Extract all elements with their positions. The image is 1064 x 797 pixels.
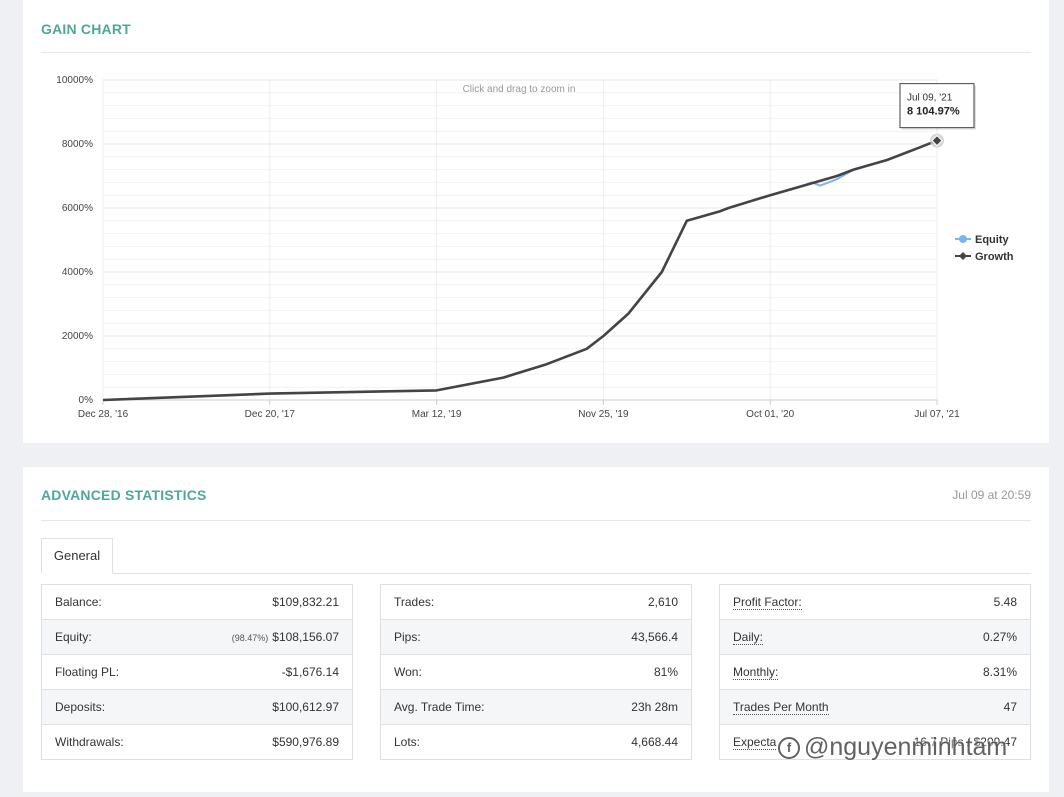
stat-label[interactable]: Monthly: — [733, 664, 779, 680]
stats-table-performance: Profit Factor: 5.48 Daily: 0.27% Monthly: 8.3… — [719, 584, 1031, 760]
growth-point-marker[interactable] — [931, 134, 943, 147]
stat-note: (98.47%) — [231, 633, 269, 643]
stat-value: 5.48 — [993, 595, 1017, 609]
stat-value-wrap: 16.7 Pips / $209.47 — [914, 735, 1017, 749]
stat-value-wrap: 43,566.4 — [631, 630, 678, 644]
legend-item-equity[interactable]: Equity — [955, 234, 1009, 246]
stat-row: Avg. Trade Time: 23h 28m — [381, 690, 691, 725]
stat-value: 16.7 Pips / $209.47 — [913, 735, 1017, 749]
advanced-statistics-panel: ADVANCED STATISTICS Jul 09 at 20:59 Gene… — [23, 467, 1049, 792]
stat-value-wrap: 0.27% — [983, 630, 1017, 644]
stat-value: 2,610 — [647, 595, 678, 609]
stat-row: Lots: 4,668.44 — [381, 725, 691, 759]
tooltip-box — [899, 83, 975, 129]
tab-general[interactable]: General — [41, 538, 113, 574]
stat-label: Lots: — [394, 735, 421, 749]
stat-label: Trades: — [394, 595, 435, 609]
stat-value: 0.27% — [982, 630, 1017, 644]
stat-label[interactable]: Expecta — [733, 734, 777, 750]
stats-date: Jul 09 at 20:59 — [952, 488, 1031, 502]
legend-item-growth[interactable]: Growth — [955, 251, 1014, 263]
stat-row: Expecta 16.7 Pips / $209.47 — [720, 725, 1030, 759]
stat-value-wrap: -$1,676.14 — [282, 665, 339, 679]
legend-label: Equity — [975, 234, 1009, 246]
stat-row: Deposits: $100,612.97 — [42, 690, 352, 725]
stat-value-wrap: $590,976.89 — [272, 735, 339, 749]
stat-value: 23h 28m — [631, 700, 678, 714]
stat-value: 81% — [653, 665, 678, 679]
stat-value-wrap: (98.47%) $108,156.07 — [232, 630, 339, 644]
stat-row: Pips: 43,566.4 — [381, 620, 691, 655]
stat-value-wrap: 81% — [654, 665, 678, 679]
stat-label[interactable]: Profit Factor: — [733, 594, 802, 610]
y-tick-label: 8000% — [62, 139, 93, 150]
stat-value: -$1,676.14 — [281, 665, 339, 679]
stat-value-wrap: $109,832.21 — [272, 595, 339, 609]
stat-label: Floating PL: — [55, 665, 120, 679]
divider — [41, 52, 1031, 53]
stat-row: Monthly: 8.31% — [720, 655, 1030, 690]
tooltip-date: Jul 09, '21 — [907, 93, 953, 104]
zoom-hint: Click and drag to zoom in — [463, 84, 576, 95]
stat-value: 43,566.4 — [631, 630, 678, 644]
divider — [41, 520, 1031, 521]
stat-label: Pips: — [394, 630, 421, 644]
x-tick-label: Oct 01, '20 — [746, 409, 794, 420]
x-tick-label: Jul 07, '21 — [914, 409, 960, 420]
stat-value: $108,156.07 — [272, 630, 339, 644]
stat-label[interactable]: Trades Per Month — [733, 699, 829, 715]
stat-value: 8.31% — [982, 665, 1017, 679]
y-tick-label: 4000% — [62, 267, 93, 278]
gain-chart-panel: GAIN CHART 0% 2000% 4000% 6000% 8000% 10000% D… — [23, 0, 1049, 443]
stat-value: $109,832.21 — [272, 595, 339, 609]
series-line-growth[interactable] — [102, 139, 938, 402]
stat-value-wrap: 2,610 — [648, 595, 678, 609]
x-tick-label: Dec 20, '17 — [245, 409, 296, 420]
stat-value-wrap: 8.31% — [983, 665, 1017, 679]
legend-label: Growth — [975, 251, 1014, 263]
stats-table-account: Balance: $109,832.21 Equity: (98.47%) $108,1… — [41, 584, 353, 760]
stat-value-wrap: 5.48 — [994, 595, 1017, 609]
stats-table-trades: Trades: 2,610 Pips: 43,566.4 Won: 81% Avg. Tra… — [380, 584, 692, 760]
x-tick-label: Mar 12, '19 — [412, 409, 462, 420]
stat-value: 47 — [1003, 700, 1017, 714]
stat-label: Equity: — [55, 630, 92, 644]
gain-chart[interactable]: 0% 2000% 4000% 6000% 8000% 10000% Dec 28, '16 D… — [23, 0, 1049, 443]
stat-row: Floating PL: -$1,676.14 — [42, 655, 352, 690]
legend-diamond-marker — [959, 252, 967, 260]
stat-value: 4,668.44 — [631, 735, 678, 749]
stat-value: $590,976.89 — [272, 735, 339, 749]
stat-label[interactable]: Daily: — [733, 629, 764, 645]
stat-label: Balance: — [55, 595, 102, 609]
y-tick-label: 0% — [79, 395, 94, 406]
tab-bar-line — [41, 573, 1031, 574]
stat-label: Withdrawals: — [55, 735, 124, 749]
y-tick-label: 6000% — [62, 203, 93, 214]
x-tick-label: Nov 25, '19 — [578, 409, 629, 420]
y-tick-label: 10000% — [56, 75, 93, 86]
stat-row: Equity: (98.47%) $108,156.07 — [42, 620, 352, 655]
stat-row: Profit Factor: 5.48 — [720, 585, 1030, 620]
stat-value-wrap: 47 — [1004, 700, 1017, 714]
advanced-statistics-title: ADVANCED STATISTICS — [41, 487, 207, 503]
stat-row: Trades: 2,610 — [381, 585, 691, 620]
stat-value-wrap: $100,612.97 — [272, 700, 339, 714]
plot-area — [102, 79, 938, 401]
stat-label: Deposits: — [55, 700, 106, 714]
stat-value-wrap: 23h 28m — [631, 700, 678, 714]
x-tick-label: Dec 28, '16 — [78, 409, 129, 420]
gain-chart-title: GAIN CHART — [41, 21, 131, 37]
stat-value-wrap: 4,668.44 — [631, 735, 678, 749]
stat-row: Withdrawals: $590,976.89 — [42, 725, 352, 759]
stat-row: Daily: 0.27% — [720, 620, 1030, 655]
stat-row: Won: 81% — [381, 655, 691, 690]
legend-circle-marker — [959, 235, 967, 243]
stat-value: $100,612.97 — [272, 700, 339, 714]
stat-row: Trades Per Month 47 — [720, 690, 1030, 725]
tooltip-value: 8 104.97% — [907, 106, 960, 118]
y-tick-label: 2000% — [62, 331, 93, 342]
stat-label: Avg. Trade Time: — [394, 700, 485, 714]
stat-row: Balance: $109,832.21 — [42, 585, 352, 620]
stat-label: Won: — [394, 665, 422, 679]
